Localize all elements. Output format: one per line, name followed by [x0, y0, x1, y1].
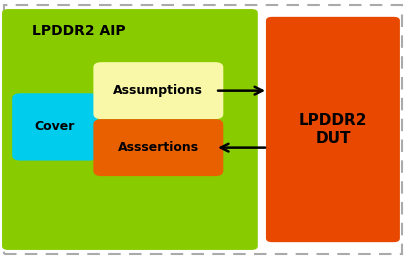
Text: Cover: Cover — [34, 120, 75, 133]
Text: Asssertions: Asssertions — [117, 141, 198, 154]
Text: LPDDR2
DUT: LPDDR2 DUT — [298, 113, 366, 146]
FancyBboxPatch shape — [265, 17, 399, 242]
FancyBboxPatch shape — [93, 119, 223, 176]
Text: LPDDR2 AIP: LPDDR2 AIP — [32, 24, 126, 38]
FancyBboxPatch shape — [2, 9, 257, 250]
Text: Assumptions: Assumptions — [113, 84, 203, 97]
FancyBboxPatch shape — [12, 93, 97, 161]
FancyBboxPatch shape — [93, 62, 223, 119]
